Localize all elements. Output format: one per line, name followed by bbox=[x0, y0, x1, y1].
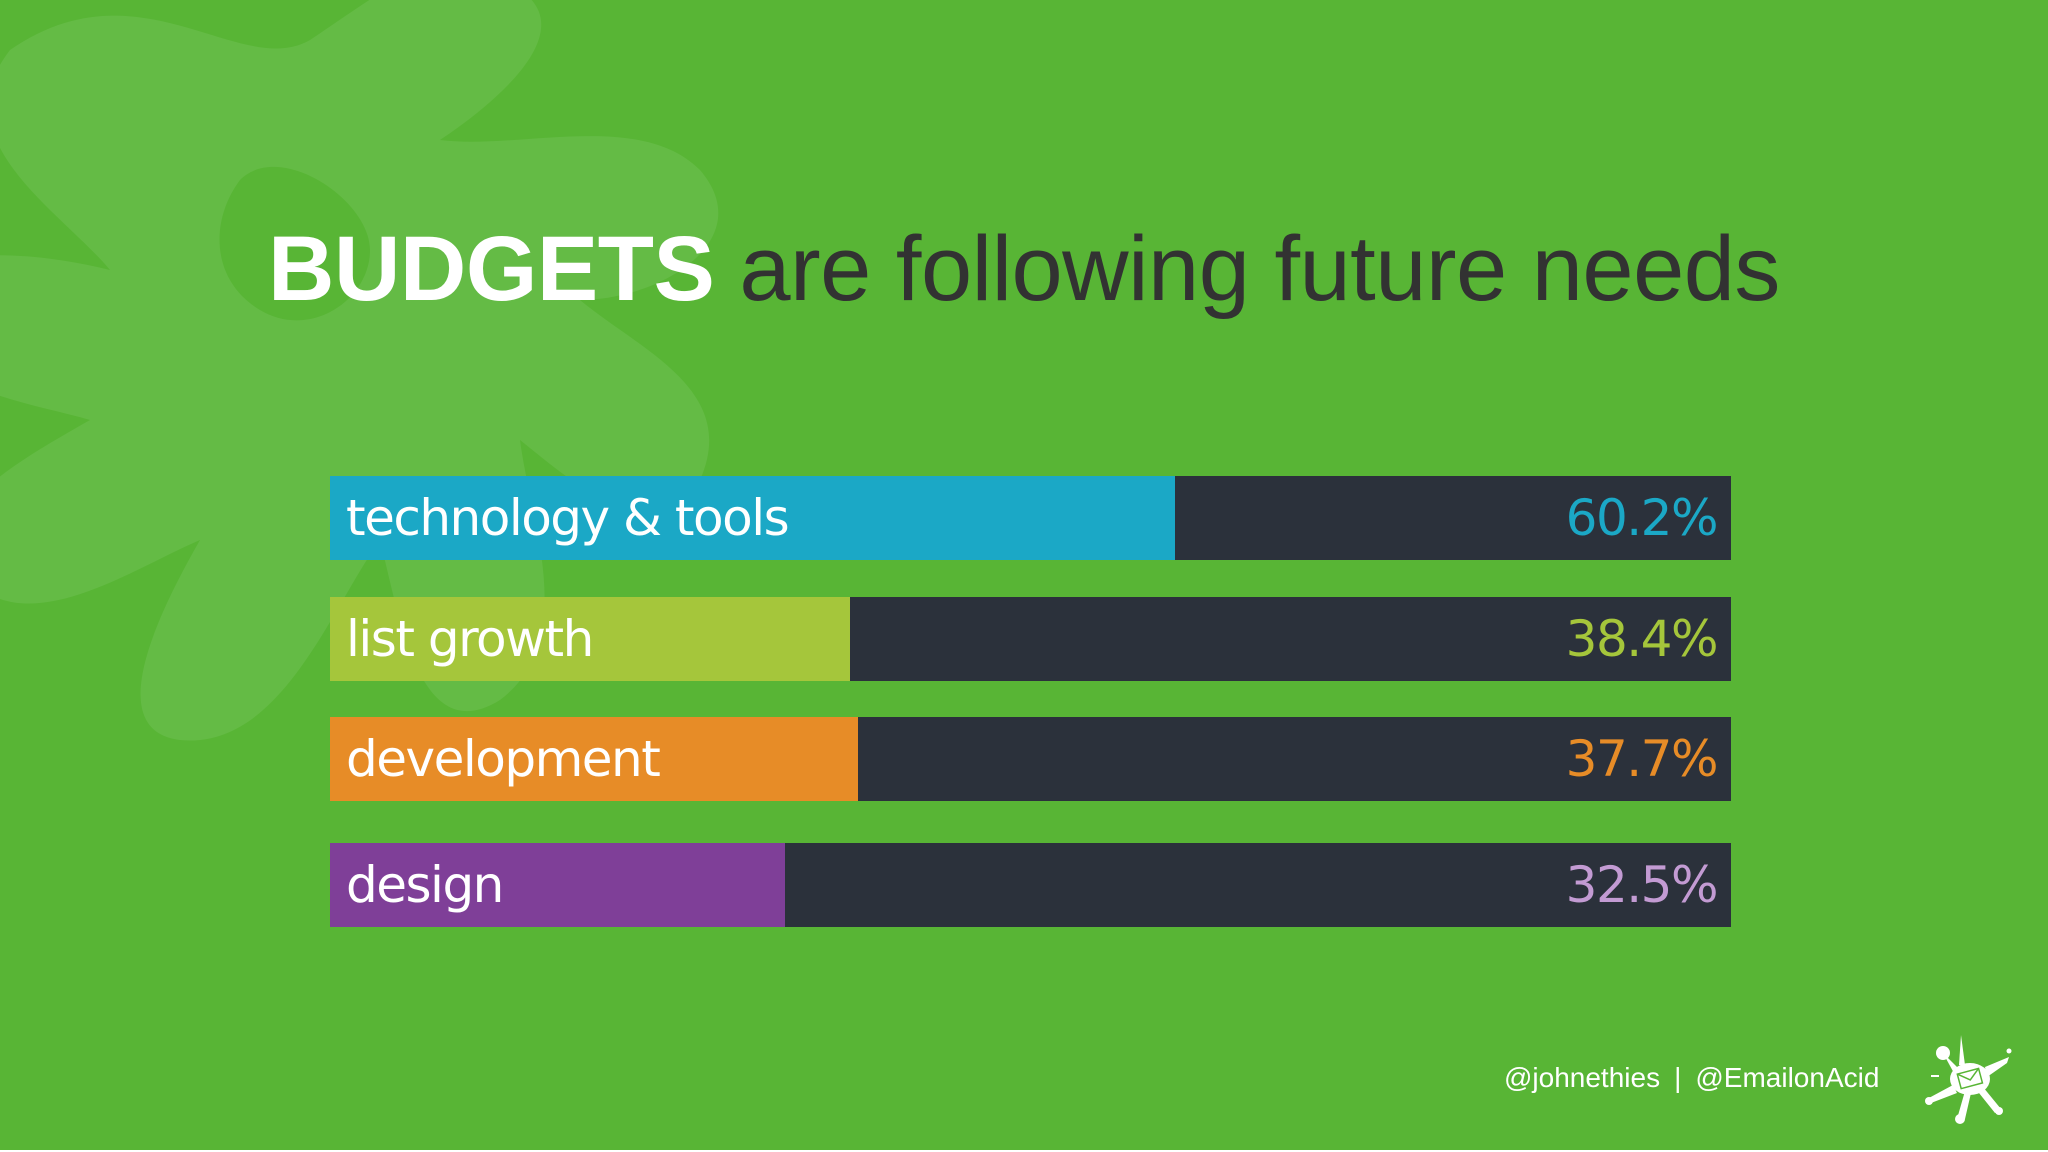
bar-row-design: design 32.5% bbox=[330, 843, 1731, 927]
bar-label: technology & tools bbox=[346, 489, 790, 547]
bar-label: development bbox=[346, 730, 661, 788]
background-splat-decoration bbox=[0, 0, 719, 741]
bar-fill bbox=[330, 843, 786, 927]
title-rest: are following future needs bbox=[739, 218, 1780, 320]
footer-handles: @johnethies | @EmailonAcid bbox=[1504, 1062, 1879, 1094]
bar-row-list-growth: list growth 38.4% bbox=[330, 597, 1731, 681]
bar-value: 38.4% bbox=[1565, 610, 1719, 668]
email-splat-logo-icon bbox=[1925, 1035, 2012, 1124]
bar-fill bbox=[330, 476, 1175, 560]
bar-fill bbox=[330, 717, 859, 801]
bar-value: 60.2% bbox=[1565, 489, 1719, 547]
handle-johnethies: @johnethies bbox=[1504, 1062, 1661, 1093]
bar-label: design bbox=[346, 856, 504, 914]
bar-row-development: development 37.7% bbox=[330, 717, 1731, 801]
page-title: BUDGETS are following future needs bbox=[268, 214, 1780, 324]
bar-row-technology-tools: technology & tools 60.2% bbox=[330, 476, 1731, 560]
footer-separator: | bbox=[1674, 1062, 1682, 1093]
bar-value: 37.7% bbox=[1565, 730, 1719, 788]
handle-emailonacid: @EmailonAcid bbox=[1695, 1062, 1880, 1093]
bar-value: 32.5% bbox=[1565, 856, 1719, 914]
bar-fill bbox=[330, 597, 850, 681]
title-bold: BUDGETS bbox=[268, 218, 715, 320]
bar-label: list growth bbox=[346, 610, 594, 668]
